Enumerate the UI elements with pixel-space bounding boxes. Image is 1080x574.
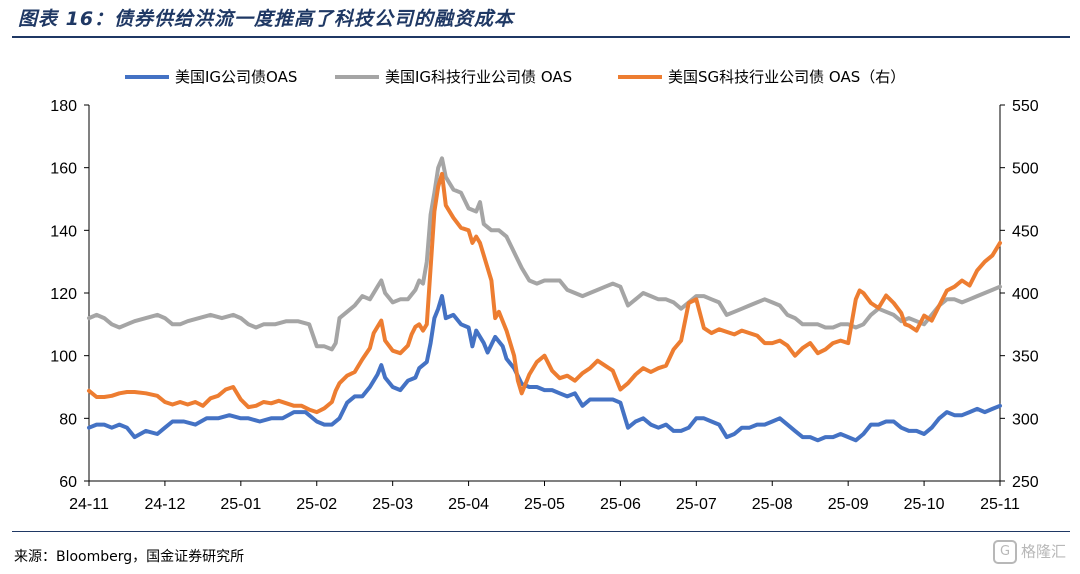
x-tick-label: 25-09	[828, 496, 869, 513]
source-note: 来源：Bloomberg，国金证券研究所	[14, 549, 245, 565]
footer-divider	[12, 531, 1070, 532]
y-right-tick-label: 400	[1012, 286, 1039, 303]
x-tick-label: 25-08	[752, 496, 793, 513]
watermark-text: 格隆汇	[1020, 542, 1066, 561]
y-left-tick-label: 80	[59, 411, 77, 428]
watermark-logo-icon: G	[992, 540, 1017, 564]
watermark: G 格隆汇	[992, 540, 1066, 564]
x-tick-label: 25-02	[296, 496, 337, 513]
chart-series	[87, 156, 1002, 443]
chart-title: 图表 16：债券供给洪流一度推高了科技公司的融资成本	[18, 8, 515, 30]
y-right-tick-label: 500	[1012, 161, 1039, 178]
y-right-tick-label: 450	[1012, 223, 1039, 240]
x-tick-label: 25-10	[904, 496, 945, 513]
series-line-3	[87, 171, 1002, 415]
line-chart: 美国IG公司债OAS 美国IG科技行业公司债 OAS 美国SG科技行业公司债 OAS…	[50, 68, 1039, 513]
y-left-tick-label: 120	[50, 286, 77, 303]
legend-label-2: 美国IG科技行业公司债 OAS	[385, 68, 572, 86]
legend-label-3: 美国SG科技行业公司债 OAS（右）	[668, 68, 905, 86]
x-tick-label: 25-04	[448, 496, 489, 513]
y-right-tick-label: 550	[1012, 98, 1039, 115]
x-tick-label: 25-07	[676, 496, 717, 513]
y-left-tick-label: 180	[50, 98, 77, 115]
legend-label-1: 美国IG公司债OAS	[175, 68, 297, 86]
y-right-tick-label: 250	[1012, 474, 1039, 491]
chart-axes: 60 80 100 120 140 160 180 250 300 350 400 450 500 550…	[50, 98, 1039, 513]
x-tick-label: 25-11	[980, 496, 1020, 513]
y-left-tick-label: 60	[59, 474, 77, 491]
x-tick-label: 25-01	[220, 496, 261, 513]
y-right-tick-label: 300	[1012, 411, 1039, 428]
x-tick-label: 25-05	[524, 496, 565, 513]
x-tick-label: 24-11	[69, 496, 109, 513]
x-tick-label: 25-06	[600, 496, 641, 513]
series-line-1	[87, 294, 1002, 443]
y-left-tick-label: 160	[50, 161, 77, 178]
x-tick-label: 25-03	[372, 496, 413, 513]
y-right-tick-label: 350	[1012, 349, 1039, 366]
title-divider	[12, 36, 1070, 38]
series-line-2	[87, 156, 1002, 352]
y-left-tick-label: 100	[50, 349, 77, 366]
y-left-tick-label: 140	[50, 223, 77, 240]
x-tick-label: 24-12	[144, 496, 185, 513]
chart-legend: 美国IG公司债OAS 美国IG科技行业公司债 OAS 美国SG科技行业公司债 OAS…	[125, 68, 905, 86]
